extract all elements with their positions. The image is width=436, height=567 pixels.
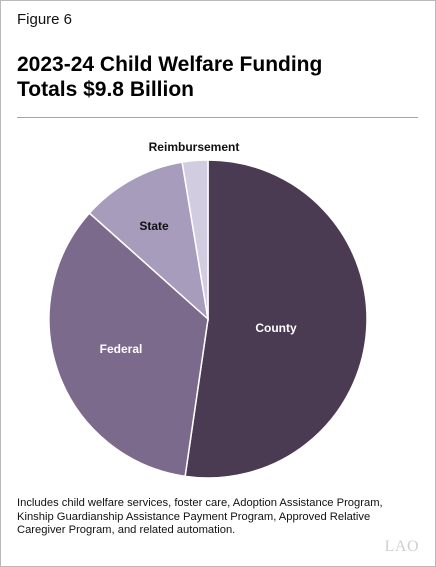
lao-logo: LAO: [384, 538, 419, 555]
chart-title-line-1: 2023-24 Child Welfare Funding: [17, 53, 323, 76]
pie-labels: County Federal State Reimbursement: [100, 140, 297, 356]
pie-label-federal: Federal: [100, 342, 143, 356]
figure-label: Figure 6: [17, 11, 73, 28]
pie-label-county: County: [255, 321, 297, 335]
pie-chart: County Federal State Reimbursement: [48, 140, 368, 479]
pie-label-state: State: [139, 219, 169, 233]
chart-title: 2023-24 Child Welfare Funding Totals $9.…: [17, 52, 417, 102]
pie-slice-reimbursement: [181, 159, 209, 320]
chart-note: Includes child welfare services, foster …: [17, 497, 383, 537]
pie-slice-state: [88, 161, 210, 321]
pie-slice-federal: [48, 212, 209, 478]
title-divider: [17, 117, 418, 118]
chart-title-line-2: Totals $9.8 Billion: [17, 78, 194, 101]
pie-label-reimbursement: Reimbursement: [149, 140, 240, 154]
pie-slices: [48, 159, 368, 479]
pie-slice-county: [184, 159, 368, 479]
